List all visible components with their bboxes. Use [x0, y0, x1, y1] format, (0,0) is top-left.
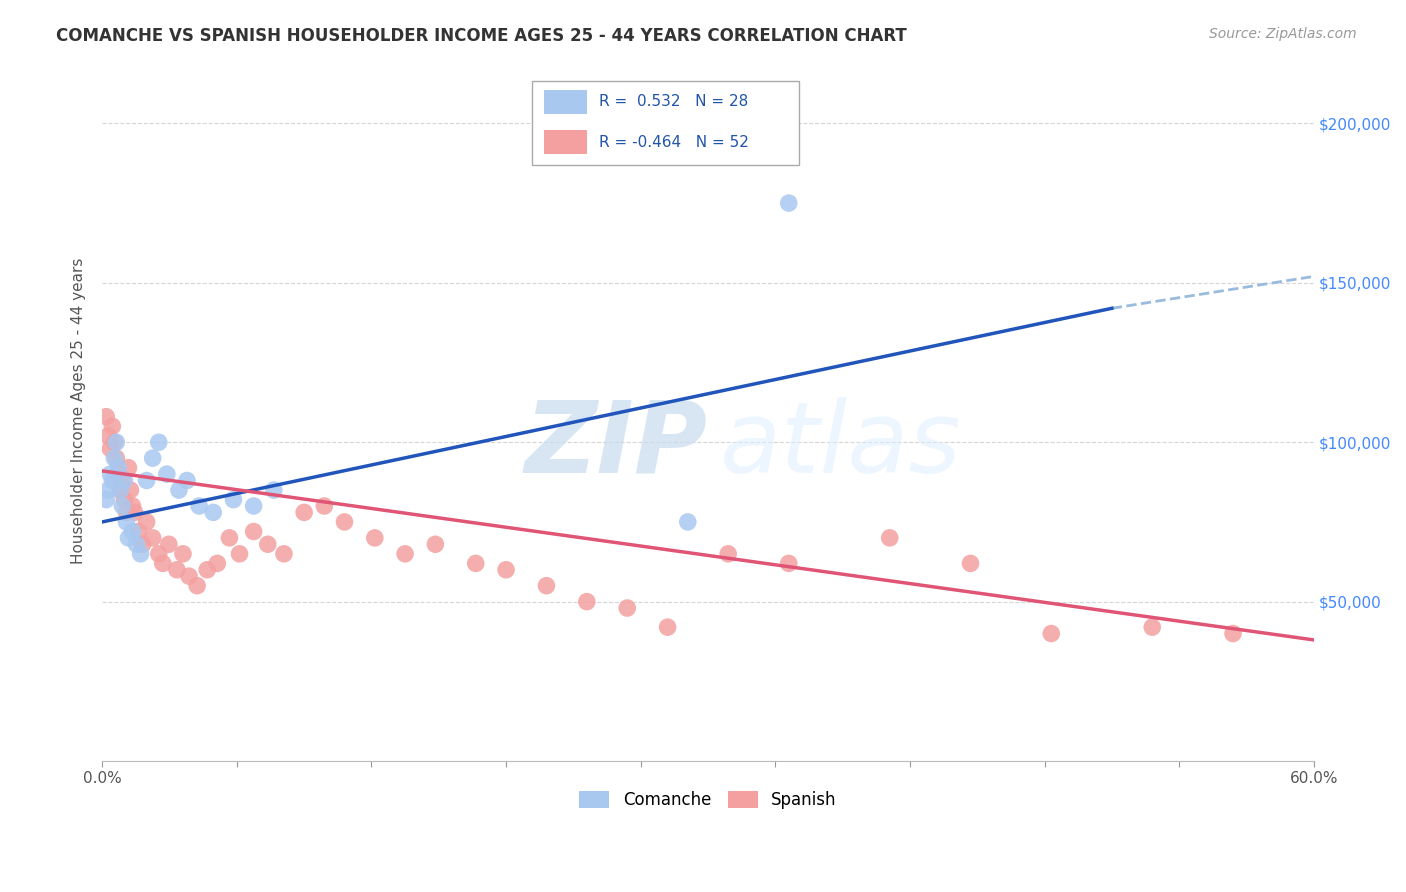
Text: ZIP: ZIP — [524, 397, 709, 494]
Point — [125, 537, 148, 551]
Y-axis label: Householder Income Ages 25 - 44 years: Householder Income Ages 25 - 44 years — [72, 257, 86, 564]
Point — [242, 499, 264, 513]
Point — [135, 474, 157, 488]
Point — [110, 483, 132, 497]
Point — [131, 537, 153, 551]
Point — [112, 492, 135, 507]
Point — [135, 515, 157, 529]
Point — [98, 442, 121, 456]
Point — [157, 537, 180, 551]
Point — [96, 492, 118, 507]
Point — [273, 547, 295, 561]
Point — [172, 547, 194, 561]
Point — [117, 531, 139, 545]
Point — [188, 499, 211, 513]
Point — [128, 524, 150, 539]
Point — [97, 429, 120, 443]
Point — [112, 474, 135, 488]
Point — [97, 483, 120, 497]
Point — [177, 569, 200, 583]
Point — [107, 467, 129, 482]
Point — [148, 547, 170, 561]
Point — [120, 483, 142, 497]
Point — [778, 557, 800, 571]
Point — [176, 474, 198, 488]
Point — [717, 547, 740, 561]
Point — [1040, 626, 1063, 640]
Point — [314, 499, 336, 513]
Point — [121, 499, 143, 513]
Point — [167, 483, 190, 497]
Point — [142, 531, 165, 545]
Point — [959, 557, 981, 571]
Point — [657, 620, 679, 634]
Point — [110, 483, 132, 497]
Point — [242, 524, 264, 539]
Point — [152, 557, 174, 571]
Text: Source: ZipAtlas.com: Source: ZipAtlas.com — [1209, 27, 1357, 41]
Point — [778, 196, 800, 211]
Bar — [533, 80, 799, 165]
Point — [96, 409, 118, 424]
Point — [394, 547, 416, 561]
Point — [263, 483, 285, 497]
Legend: Comanche, Spanish: Comanche, Spanish — [572, 784, 844, 816]
Point — [333, 515, 356, 529]
Point — [101, 419, 124, 434]
Point — [115, 515, 138, 529]
Point — [111, 499, 134, 513]
Point — [676, 515, 699, 529]
Text: R =  0.532   N = 28: R = 0.532 N = 28 — [599, 95, 748, 109]
Point — [364, 531, 387, 545]
Text: R = -0.464   N = 52: R = -0.464 N = 52 — [599, 135, 749, 150]
Point — [228, 547, 250, 561]
Point — [121, 524, 143, 539]
Point — [156, 467, 179, 482]
Point — [115, 505, 138, 519]
Point — [129, 547, 152, 561]
Point — [186, 579, 208, 593]
Point — [575, 594, 598, 608]
Point — [202, 505, 225, 519]
Point — [879, 531, 901, 545]
Point — [1142, 620, 1164, 634]
Bar — [544, 90, 586, 114]
Point — [101, 474, 124, 488]
Point — [495, 563, 517, 577]
Point — [124, 505, 146, 519]
Point — [98, 467, 121, 482]
Point — [207, 557, 229, 571]
Point — [103, 435, 125, 450]
Point — [103, 451, 125, 466]
Point — [536, 579, 558, 593]
Point — [107, 460, 129, 475]
Text: atlas: atlas — [720, 397, 962, 494]
Point — [195, 563, 218, 577]
Point — [292, 505, 315, 519]
Point — [105, 451, 128, 466]
Point — [117, 460, 139, 475]
Point — [464, 557, 486, 571]
Point — [148, 435, 170, 450]
Bar — [544, 130, 586, 154]
Point — [1222, 626, 1244, 640]
Point — [256, 537, 278, 551]
Point — [142, 451, 165, 466]
Point — [166, 563, 188, 577]
Point — [111, 474, 134, 488]
Point — [105, 435, 128, 450]
Point — [616, 601, 638, 615]
Text: COMANCHE VS SPANISH HOUSEHOLDER INCOME AGES 25 - 44 YEARS CORRELATION CHART: COMANCHE VS SPANISH HOUSEHOLDER INCOME A… — [56, 27, 907, 45]
Point — [218, 531, 240, 545]
Point — [222, 492, 245, 507]
Point — [425, 537, 447, 551]
